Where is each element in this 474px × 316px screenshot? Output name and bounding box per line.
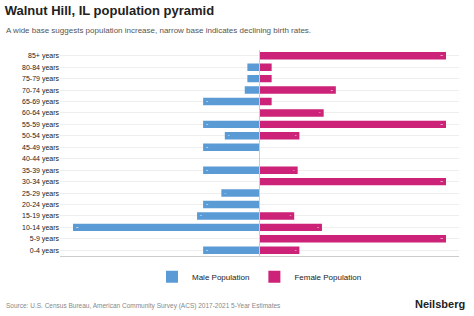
svg-text:215: 215 xyxy=(76,227,79,228)
svg-text:55-59 years: 55-59 years xyxy=(22,121,59,129)
svg-text:25-29 years: 25-29 years xyxy=(22,190,59,198)
svg-text:85+ years: 85+ years xyxy=(28,52,59,60)
svg-text:65: 65 xyxy=(206,204,208,205)
svg-text:Source: U.S. Census Bureau, Am: Source: U.S. Census Bureau, American Com… xyxy=(6,302,281,310)
svg-text:40-44 years: 40-44 years xyxy=(22,155,59,163)
svg-text:46: 46 xyxy=(295,249,297,251)
svg-text:65: 65 xyxy=(206,124,208,125)
svg-text:5-9 years: 5-9 years xyxy=(30,235,60,243)
svg-text:40: 40 xyxy=(289,214,291,216)
svg-text:65: 65 xyxy=(206,170,208,171)
svg-text:15-19 years: 15-19 years xyxy=(22,212,59,220)
svg-text:20-24 years: 20-24 years xyxy=(22,201,59,209)
svg-text:72: 72 xyxy=(317,227,319,228)
svg-text:A wide base suggests populatio: A wide base suggests population increase… xyxy=(6,26,311,35)
svg-text:65: 65 xyxy=(206,250,208,251)
svg-text:Female Population: Female Population xyxy=(294,273,361,282)
svg-text:70-74 years: 70-74 years xyxy=(22,87,59,95)
svg-text:65: 65 xyxy=(206,101,208,102)
svg-text:45-49 years: 45-49 years xyxy=(22,144,59,152)
svg-text:72: 72 xyxy=(200,215,202,216)
svg-text:74: 74 xyxy=(319,111,321,113)
svg-text:60-64 years: 60-64 years xyxy=(22,109,59,117)
svg-text:30-34 years: 30-34 years xyxy=(22,178,59,186)
svg-text:35-39 years: 35-39 years xyxy=(22,167,59,175)
svg-text:Walnut Hill, IL population pyr: Walnut Hill, IL population pyramid xyxy=(5,3,215,18)
svg-text:Male Population: Male Population xyxy=(192,273,249,282)
svg-text:46: 46 xyxy=(295,134,297,136)
svg-text:215: 215 xyxy=(440,238,443,239)
svg-text:0-4 years: 0-4 years xyxy=(30,247,60,255)
svg-text:75-79 years: 75-79 years xyxy=(22,75,59,83)
svg-text:215: 215 xyxy=(440,55,443,56)
svg-text:10-14 years: 10-14 years xyxy=(22,224,59,232)
svg-text:50-54 years: 50-54 years xyxy=(22,132,59,140)
svg-text:215: 215 xyxy=(440,124,443,125)
svg-text:44: 44 xyxy=(293,169,295,171)
svg-text:88: 88 xyxy=(331,90,333,91)
svg-text:Neilsberg: Neilsberg xyxy=(415,298,465,310)
svg-text:215: 215 xyxy=(440,181,443,182)
svg-text:65-69 years: 65-69 years xyxy=(22,98,59,106)
svg-text:44: 44 xyxy=(224,192,226,194)
svg-text:80-84 years: 80-84 years xyxy=(22,64,59,72)
svg-text:65: 65 xyxy=(206,147,208,148)
svg-text:40: 40 xyxy=(228,134,230,136)
